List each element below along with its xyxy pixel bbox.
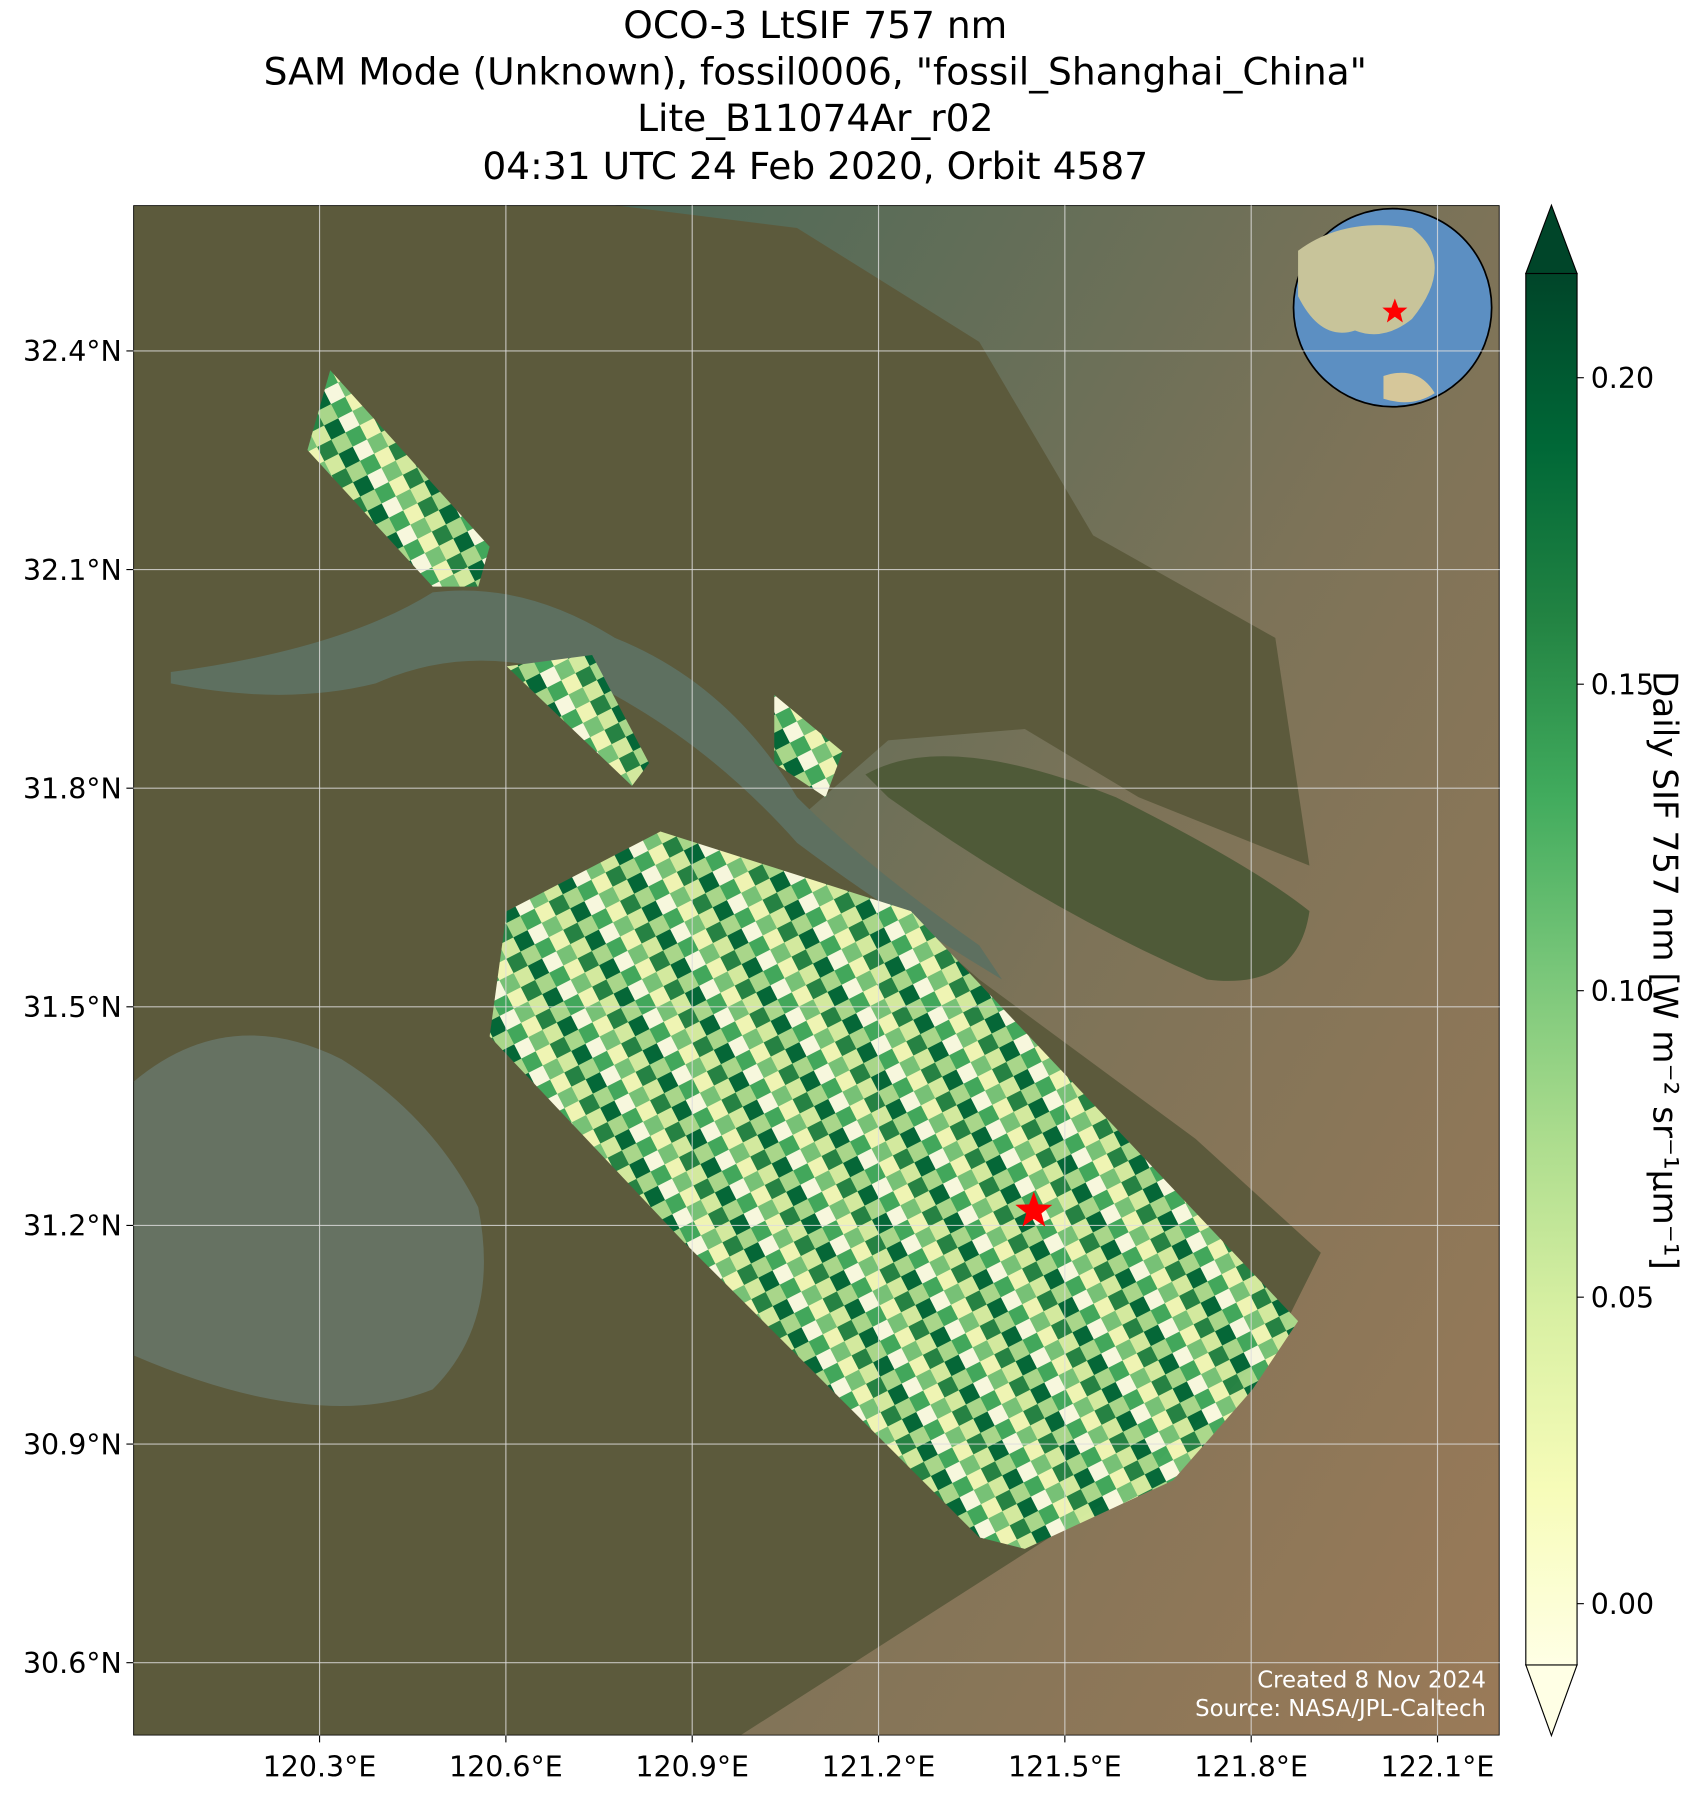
x-tick-label: 121.2°E: [822, 1751, 936, 1784]
target-marker: [1015, 1191, 1053, 1227]
colorbar-extend: [1525, 1664, 1578, 1738]
colorbar-tick-label: 0.05: [1591, 1281, 1654, 1314]
credit: Created 8 Nov 2024: [1257, 1668, 1486, 1694]
y-tick-label: 30.6°N: [23, 1647, 122, 1680]
credit: Source: NASA/JPL-Caltech: [1195, 1696, 1486, 1722]
x-tick-label: 122.1°E: [1381, 1751, 1495, 1784]
y-tick-label: 32.1°N: [23, 554, 122, 587]
y-tick-label: 31.5°N: [23, 991, 122, 1024]
colorbar-tick-label: 0.20: [1591, 362, 1654, 395]
title-line: 04:31 UTC 24 Feb 2020, Orbit 4587: [482, 144, 1148, 188]
y-tick-label: 30.9°N: [23, 1428, 122, 1461]
colorbar-tick-label: 0.00: [1591, 1588, 1654, 1621]
colorbar-extend: [1524, 203, 1578, 275]
x-tick-label: 121.8°E: [1194, 1751, 1308, 1784]
colorbar-tick-label: 0.15: [1591, 668, 1654, 701]
y-tick-label: 31.8°N: [23, 772, 122, 805]
x-tick-label: 120.6°E: [449, 1751, 563, 1784]
y-tick-label: 32.4°N: [23, 335, 122, 368]
x-tick-label: 120.9°E: [635, 1751, 749, 1784]
x-tick-label: 121.5°E: [1008, 1751, 1122, 1784]
colorbar-tick-label: 0.10: [1591, 975, 1654, 1008]
y-tick-label: 31.2°N: [23, 1210, 122, 1243]
x-tick-label: 120.3°E: [263, 1751, 377, 1784]
inset-globe: [1292, 207, 1493, 408]
title-line: OCO-3 LtSIF 757 nm: [623, 3, 1007, 47]
title-line: SAM Mode (Unknown), fossil0006, "fossil_…: [264, 49, 1367, 93]
title-line: Lite_B11074Ar_r02: [637, 96, 993, 140]
colorbar-label: Daily SIF 757 nm [W m⁻² sr⁻¹µm⁻¹]: [1644, 671, 1684, 1270]
title: OCO-3 LtSIF 757 nm SAM Mode (Unknown), f…: [264, 3, 1367, 188]
colorbar: [1525, 272, 1578, 1666]
